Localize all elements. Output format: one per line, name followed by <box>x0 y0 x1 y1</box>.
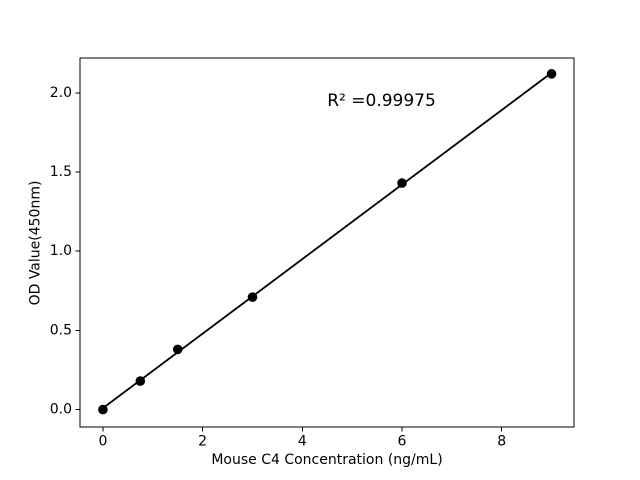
x-axis-label: Mouse C4 Concentration (ng/mL) <box>211 452 443 468</box>
x-tick-label: 4 <box>298 434 307 450</box>
y-tick-label: 0.5 <box>50 322 72 338</box>
y-tick-label: 1.5 <box>50 164 72 180</box>
fit-line <box>102 71 553 410</box>
x-tick-label: 2 <box>198 434 207 450</box>
y-tick-label: 1.0 <box>50 243 72 259</box>
data-point <box>397 178 407 188</box>
y-tick-label: 0.0 <box>50 402 72 418</box>
y-tick-label: 2.0 <box>50 85 72 101</box>
data-point <box>172 344 183 355</box>
data-point <box>135 376 146 386</box>
data-point <box>247 292 258 302</box>
y-axis-label: OD Value(450nm) <box>27 180 44 306</box>
x-tick-label: 8 <box>497 434 506 450</box>
data-point <box>98 404 108 415</box>
data-point <box>546 69 557 79</box>
axes-spines <box>79 57 575 428</box>
r-squared-annotation: R² =0.99975 <box>327 90 436 111</box>
x-tick-label: 0 <box>98 434 107 450</box>
x-tick-label: 6 <box>398 434 407 450</box>
